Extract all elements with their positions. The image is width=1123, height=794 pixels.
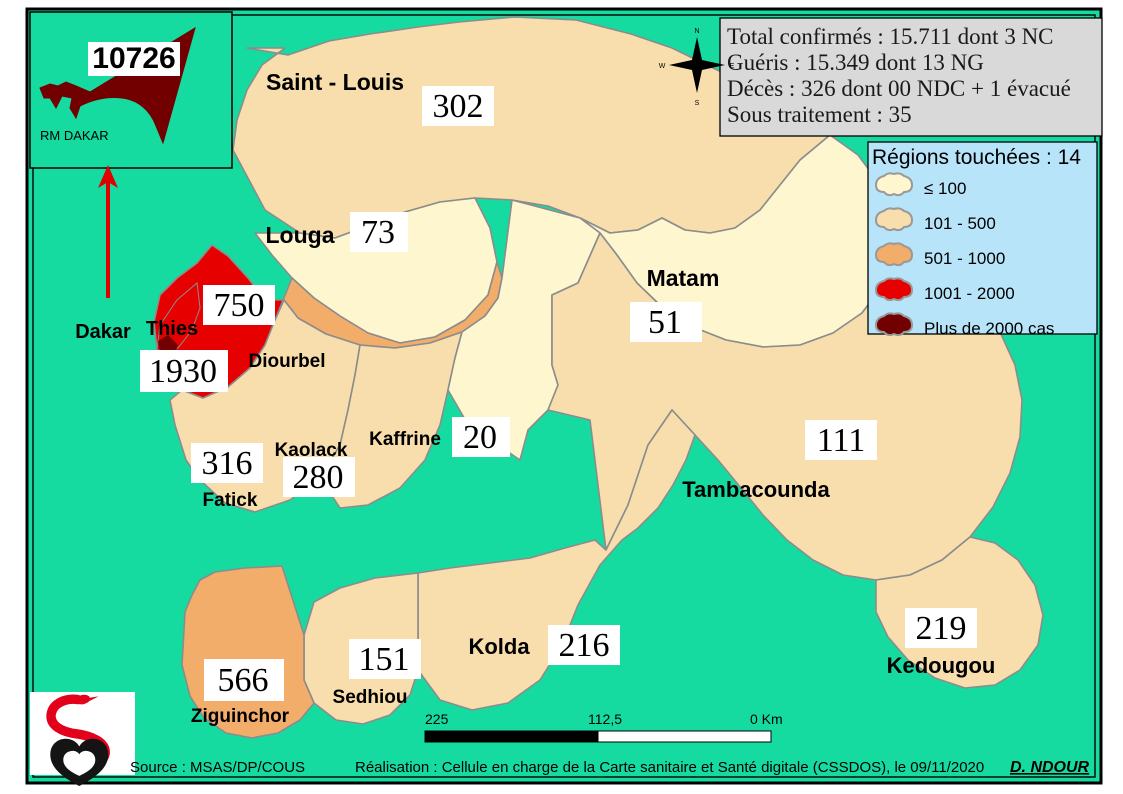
svg-text:Décès : 326 dont 00 NDC + 1 év: Décès : 326 dont 00 NDC + 1 évacué xyxy=(727,76,1071,101)
svg-text:10726: 10726 xyxy=(92,42,175,75)
svg-text:51: 51 xyxy=(648,304,682,341)
svg-text:Plus de 2000 cas: Plus de 2000 cas xyxy=(924,319,1054,338)
svg-text:Source : MSAS/DP/COUS: Source : MSAS/DP/COUS xyxy=(130,759,305,776)
svg-text:302: 302 xyxy=(433,88,484,125)
svg-text:S: S xyxy=(695,100,700,107)
svg-text:Sous traitement : 35: Sous traitement : 35 xyxy=(727,102,912,127)
svg-text:Saint - Louis: Saint - Louis xyxy=(266,69,404,95)
svg-text:219: 219 xyxy=(916,610,967,647)
svg-text:W: W xyxy=(659,63,666,70)
svg-text:101 - 500: 101 - 500 xyxy=(924,214,996,233)
svg-text:RM DAKAR: RM DAKAR xyxy=(40,128,109,143)
svg-text:Louga: Louga xyxy=(266,222,335,248)
svg-text:Thies: Thies xyxy=(146,318,198,340)
svg-text:316: 316 xyxy=(202,445,253,482)
svg-text:Total confirmés : 15.711 dont: Total confirmés : 15.711 dont 3 NC xyxy=(727,24,1054,49)
svg-text:0 Km: 0 Km xyxy=(750,711,783,727)
svg-text:216: 216 xyxy=(559,627,610,664)
svg-text:Kaffrine: Kaffrine xyxy=(369,429,441,450)
svg-text:73: 73 xyxy=(361,214,395,251)
svg-text:Matam: Matam xyxy=(647,265,720,291)
svg-text:N: N xyxy=(694,28,699,35)
svg-text:750: 750 xyxy=(214,287,265,324)
svg-text:E: E xyxy=(730,63,735,70)
svg-text:501 - 1000: 501 - 1000 xyxy=(924,249,1005,268)
svg-text:Régions touchées : 14: Régions touchées : 14 xyxy=(872,146,1081,169)
svg-text:Ziguinchor: Ziguinchor xyxy=(191,706,290,727)
svg-text:≤ 100: ≤ 100 xyxy=(924,179,966,198)
svg-text:Réalisation : Cellule en charg: Réalisation : Cellule en charge de la Ca… xyxy=(355,759,984,776)
svg-text:Kolda: Kolda xyxy=(468,634,530,659)
svg-text:225: 225 xyxy=(425,711,449,727)
svg-text:151: 151 xyxy=(359,641,410,678)
svg-text:1930: 1930 xyxy=(149,353,217,390)
svg-text:566: 566 xyxy=(218,662,269,699)
svg-text:Fatick: Fatick xyxy=(203,490,258,511)
svg-text:Diourbel: Diourbel xyxy=(248,351,325,372)
svg-text:Kedougou: Kedougou xyxy=(887,653,996,678)
svg-text:20: 20 xyxy=(463,419,497,456)
svg-text:112,5: 112,5 xyxy=(588,711,622,727)
svg-text:D. NDOUR: D. NDOUR xyxy=(1010,759,1090,776)
svg-text:1001 - 2000: 1001 - 2000 xyxy=(924,284,1015,303)
svg-text:Guéris : 15.349 dont 13 NG: Guéris : 15.349 dont 13 NG xyxy=(727,50,984,75)
svg-text:Tambacounda: Tambacounda xyxy=(682,477,830,502)
svg-text:Sedhiou: Sedhiou xyxy=(333,687,408,708)
svg-text:280: 280 xyxy=(293,459,344,496)
svg-text:111: 111 xyxy=(817,422,865,459)
svg-text:Dakar: Dakar xyxy=(75,321,131,343)
